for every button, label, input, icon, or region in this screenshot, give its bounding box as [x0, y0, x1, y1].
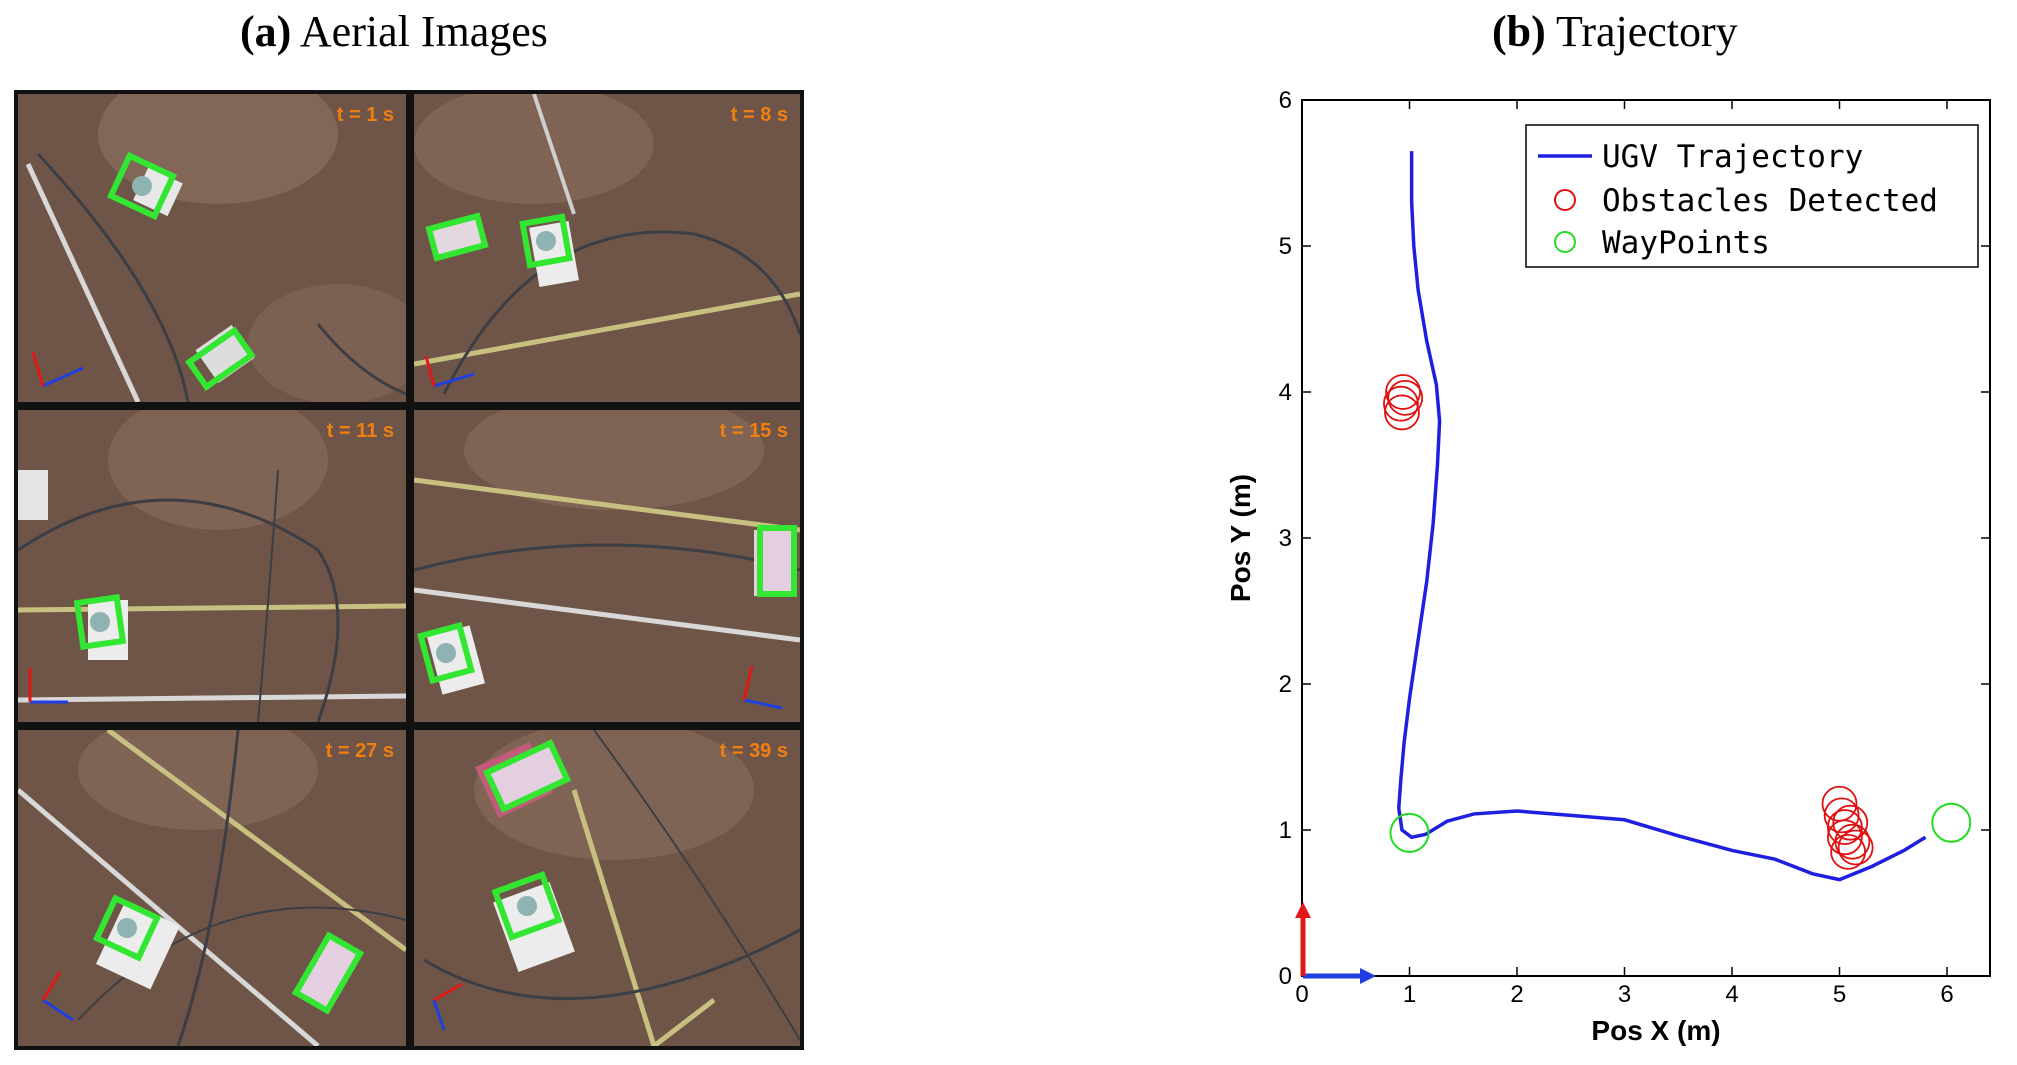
- y-axis-title: Pos Y (m): [1230, 474, 1256, 602]
- legend: UGV Trajectory Obstacles Detected WayPoi…: [1525, 124, 1979, 268]
- x-tick-label: 2: [1510, 981, 1523, 1008]
- x-axis-title: Pos X (m): [1591, 1015, 1720, 1046]
- obstacle-marker: [1385, 374, 1421, 410]
- ugv-trajectory-line: [1396, 151, 1927, 882]
- obstacle-marker: [1823, 797, 1860, 834]
- aerial-scene-4: [414, 410, 800, 710]
- obstacle-marker: [1387, 379, 1424, 416]
- obstacle-marker: [1837, 829, 1874, 866]
- obstacle-marker: [1832, 804, 1869, 841]
- aerial-scene-2: [414, 94, 800, 395]
- panel-b-label: (b): [1492, 7, 1546, 56]
- panel-a-label: (a): [240, 7, 292, 56]
- tile-time-4: t = 15 s: [719, 420, 788, 442]
- origin-frame-axes: [1295, 902, 1376, 984]
- aerial-tile-2: t = 8 s: [414, 94, 800, 402]
- tile-time-5: t = 27 s: [325, 740, 394, 762]
- obstacle-marker: [1821, 785, 1858, 822]
- waypoints-markers: [1389, 802, 1972, 853]
- legend-swatch-obstacles: [1554, 189, 1576, 211]
- panel-b-title-text: Trajectory: [1556, 7, 1738, 56]
- obstacle-marker: [1826, 819, 1863, 856]
- tile-time-6: t = 39 s: [719, 740, 788, 762]
- legend-label-trajectory: UGV Trajectory: [1602, 139, 1863, 175]
- aerial-scene-5: [18, 730, 406, 1046]
- x-tick-label: 0: [1295, 981, 1308, 1008]
- aerial-tile-5: t = 27 s: [18, 730, 406, 1046]
- y-tick-label: 6: [1279, 87, 1292, 114]
- waypoint-marker: [1389, 812, 1430, 853]
- aerial-scene-3: [18, 410, 406, 722]
- legend-box: [1525, 124, 1979, 268]
- panel-b-title: (b) Trajectory: [1492, 6, 1738, 57]
- obstacles-markers: [1382, 374, 1874, 870]
- origin-x-arrowhead: [1360, 968, 1376, 984]
- y-axis-ticks: 0 1 2 3 4 5 6: [1279, 87, 1990, 990]
- x-tick-label: 1: [1403, 981, 1416, 1008]
- y-tick-label: 3: [1279, 525, 1292, 552]
- trajectory-chart: 0 1 2 3 4 5 6 0 1 2 3 4 5 6 Pos X (m) Pos Y (m) UGV …: [1230, 87, 1991, 1046]
- obstacle-marker: [1384, 394, 1420, 431]
- tile-time-1: t = 1 s: [336, 104, 394, 126]
- y-tick-label: 4: [1279, 379, 1292, 406]
- obstacle-marker: [1382, 385, 1419, 422]
- panel-a-title-text: Aerial Images: [299, 7, 548, 56]
- waypoint-marker: [1931, 802, 1972, 843]
- aerial-tile-3: t = 11 s: [18, 410, 406, 722]
- origin-y-arrowhead: [1295, 902, 1311, 918]
- y-tick-label: 5: [1279, 233, 1292, 260]
- y-tick-label: 2: [1279, 671, 1292, 698]
- legend-label-obstacles: Obstacles Detected: [1602, 183, 1938, 219]
- x-tick-label: 3: [1618, 981, 1631, 1008]
- aerial-tile-6: t = 39 s: [414, 730, 800, 1046]
- panel-a-title: (a) Aerial Images: [240, 6, 548, 57]
- x-tick-label: 5: [1833, 981, 1846, 1008]
- x-tick-label: 4: [1725, 981, 1738, 1008]
- obstacle-marker: [1830, 834, 1866, 870]
- tile-time-2: t = 8 s: [730, 104, 788, 126]
- x-tick-label: 6: [1940, 981, 1953, 1008]
- legend-label-waypoints: WayPoints: [1602, 225, 1770, 261]
- aerial-image-grid: t = 1 s t = 8 s: [14, 90, 804, 1050]
- tile-time-3: t = 11 s: [326, 420, 394, 442]
- legend-swatch-waypoints: [1554, 231, 1576, 253]
- aerial-tile-1: t = 1 s: [18, 94, 406, 402]
- x-axis-ticks: 0 1 2 3 4 5 6: [1295, 100, 1954, 1008]
- y-tick-label: 1: [1279, 817, 1292, 844]
- aerial-tile-4: t = 15 s: [414, 410, 800, 722]
- y-tick-label: 0: [1279, 963, 1292, 990]
- aerial-scene-6: [423, 730, 800, 1046]
- aerial-scene-1: [25, 94, 406, 402]
